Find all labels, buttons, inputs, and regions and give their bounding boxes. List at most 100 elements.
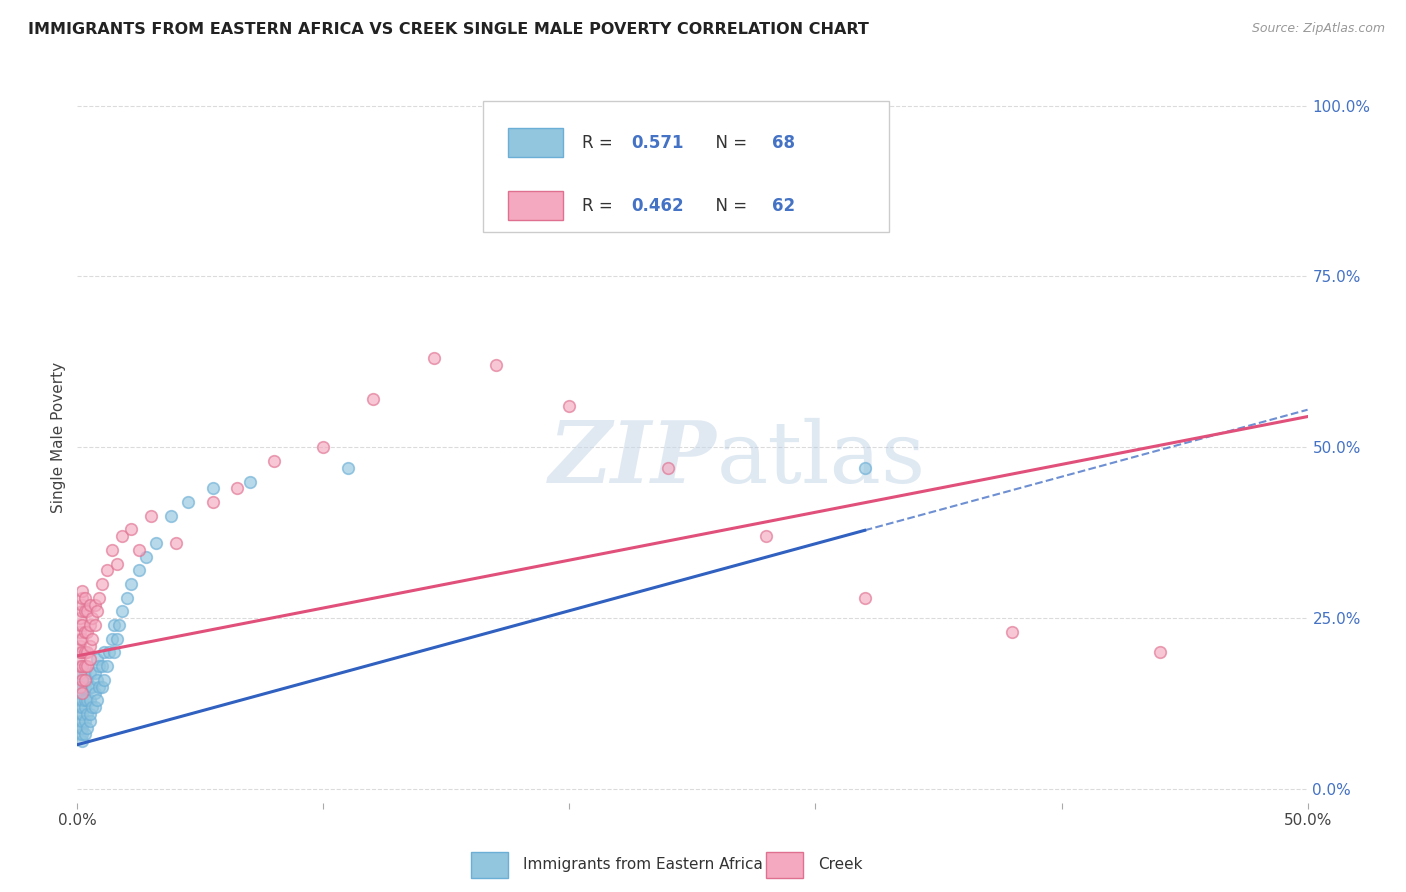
Point: [83, 686, 105, 700]
Text: atlas: atlas: [717, 417, 927, 500]
Point: [76, 624, 98, 639]
Point: [82, 680, 104, 694]
FancyBboxPatch shape: [508, 192, 564, 220]
Point: [135, 549, 157, 564]
Point: [69, 665, 91, 680]
Point: [69, 700, 91, 714]
Point: [79, 618, 101, 632]
FancyBboxPatch shape: [766, 852, 803, 878]
Point: [1149, 645, 1171, 659]
Text: 62: 62: [772, 197, 796, 215]
Point: [101, 632, 124, 646]
Text: 0.571: 0.571: [631, 134, 683, 152]
Point: [79, 665, 101, 680]
Point: [111, 604, 132, 618]
Point: [96, 563, 118, 577]
Point: [83, 618, 105, 632]
Point: [70, 714, 93, 728]
Point: [70, 734, 93, 748]
Point: [141, 508, 163, 523]
Point: [70, 591, 93, 605]
Point: [69, 624, 91, 639]
Point: [69, 714, 91, 728]
Point: [558, 400, 581, 414]
Point: [76, 706, 98, 721]
Point: [70, 583, 93, 598]
Point: [76, 673, 98, 687]
Point: [69, 618, 91, 632]
Point: [73, 700, 96, 714]
Text: N =: N =: [704, 134, 752, 152]
Point: [89, 591, 111, 605]
Point: [69, 721, 91, 735]
Point: [115, 591, 138, 605]
Point: [89, 680, 111, 694]
Point: [160, 508, 183, 523]
Point: [86, 604, 108, 618]
Point: [86, 693, 108, 707]
Point: [103, 618, 125, 632]
Point: [70, 700, 93, 714]
Point: [853, 591, 876, 605]
Point: [82, 611, 104, 625]
Text: 0.462: 0.462: [631, 197, 683, 215]
Point: [128, 542, 150, 557]
Point: [853, 460, 876, 475]
Point: [485, 359, 508, 373]
Point: [111, 529, 132, 543]
Y-axis label: Single Male Poverty: Single Male Poverty: [51, 361, 66, 513]
Text: IMMIGRANTS FROM EASTERN AFRICA VS CREEK SINGLE MALE POVERTY CORRELATION CHART: IMMIGRANTS FROM EASTERN AFRICA VS CREEK …: [28, 22, 869, 37]
Text: Immigrants from Eastern Africa: Immigrants from Eastern Africa: [523, 857, 762, 872]
Text: ZIP: ZIP: [550, 417, 717, 500]
Point: [73, 604, 96, 618]
Point: [177, 495, 200, 509]
Point: [105, 557, 128, 571]
Point: [263, 454, 285, 468]
Point: [121, 577, 143, 591]
Point: [69, 673, 91, 687]
Point: [76, 645, 98, 659]
Point: [98, 645, 121, 659]
Point: [423, 351, 446, 366]
Point: [93, 645, 115, 659]
Point: [201, 481, 224, 495]
Point: [201, 495, 224, 509]
Point: [96, 659, 118, 673]
Point: [83, 665, 105, 680]
Point: [69, 686, 91, 700]
Point: [105, 632, 128, 646]
Point: [76, 693, 98, 707]
Point: [70, 659, 93, 673]
Point: [657, 460, 679, 475]
Point: [79, 680, 101, 694]
Point: [76, 659, 98, 673]
Point: [69, 639, 91, 653]
Point: [90, 577, 114, 591]
Point: [755, 529, 778, 543]
Point: [90, 659, 114, 673]
Point: [93, 673, 115, 687]
Text: R =: R =: [582, 134, 617, 152]
Point: [103, 645, 125, 659]
Point: [82, 632, 104, 646]
Point: [121, 522, 143, 536]
Point: [73, 591, 96, 605]
Point: [69, 665, 91, 680]
Point: [73, 680, 96, 694]
Point: [76, 604, 98, 618]
Point: [69, 727, 91, 741]
Point: [69, 632, 91, 646]
Point: [83, 700, 105, 714]
Point: [79, 706, 101, 721]
Point: [69, 652, 91, 666]
Point: [1001, 624, 1024, 639]
Point: [69, 706, 91, 721]
Point: [70, 693, 93, 707]
Point: [73, 624, 96, 639]
Text: Source: ZipAtlas.com: Source: ZipAtlas.com: [1251, 22, 1385, 36]
Point: [69, 693, 91, 707]
Point: [90, 680, 114, 694]
Text: 68: 68: [772, 134, 796, 152]
Point: [79, 639, 101, 653]
Point: [70, 680, 93, 694]
